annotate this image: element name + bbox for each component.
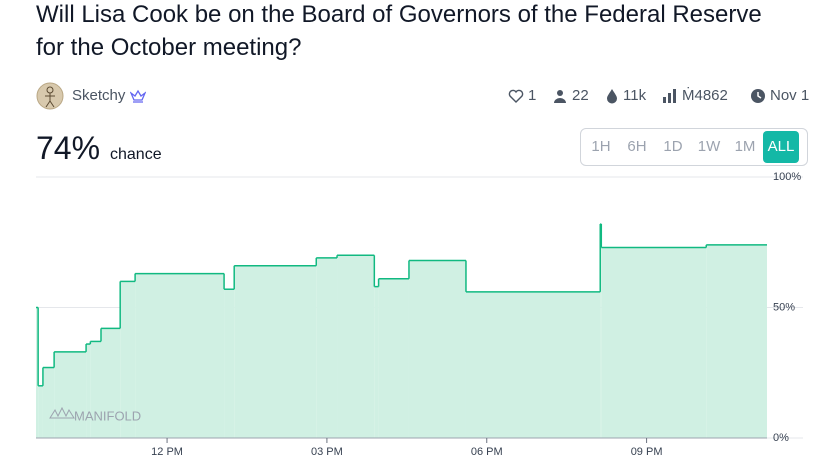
area-segment	[86, 344, 91, 438]
heart-icon	[508, 89, 524, 103]
liquidity: Ṁ4862	[662, 87, 728, 104]
area-segment	[54, 351, 87, 438]
x-tick-label: 03 PM	[311, 446, 343, 458]
time-range-button[interactable]: 1H	[591, 138, 611, 155]
y-tick-label: 50%	[773, 301, 795, 313]
time-range-button[interactable]: 1M	[734, 138, 756, 155]
volume: 11k	[605, 87, 646, 104]
area-segment	[316, 257, 338, 438]
area-segment	[120, 281, 136, 438]
area-segment	[224, 289, 235, 438]
x-tick-label: 06 PM	[471, 446, 503, 458]
y-tick-label: 0%	[773, 432, 789, 444]
area-segment	[378, 278, 409, 438]
probability: 74%	[36, 130, 101, 166]
area-segment	[38, 385, 43, 438]
area-segment	[36, 307, 39, 438]
time-range-button[interactable]: 6H	[627, 138, 647, 155]
area-segment	[90, 341, 102, 438]
area-segment	[408, 260, 466, 438]
volume-value: 11k	[623, 87, 647, 104]
area-segment	[465, 291, 601, 438]
close-date: Nov 1	[750, 87, 809, 104]
time-range-button[interactable]: 1D	[663, 138, 683, 155]
area-segment	[135, 273, 225, 438]
likes[interactable]: 1	[508, 87, 536, 104]
x-tick-label: 12 PM	[151, 446, 183, 458]
market-title: Will Lisa Cook be on the Board of Govern…	[36, 1, 762, 61]
area-segment	[600, 223, 602, 438]
crown-icon	[130, 89, 147, 103]
watermark-logo	[49, 406, 75, 419]
probability-label: chance	[110, 146, 162, 163]
y-tick-label: 100%	[773, 171, 801, 183]
close-value: Nov 1	[770, 87, 810, 104]
creator[interactable]: Sketchy	[72, 87, 147, 104]
watermark: MANIFOLD	[74, 408, 141, 423]
area-segment	[601, 247, 707, 438]
area-segment	[706, 244, 767, 438]
liquidity-value: Ṁ4862	[682, 87, 728, 104]
drop-icon	[607, 88, 617, 103]
traders-count: 22	[572, 87, 589, 104]
area-segment	[337, 255, 375, 438]
likes-count: 1	[528, 87, 537, 104]
area-segment	[42, 367, 55, 438]
area-segment	[101, 328, 121, 438]
time-range-button[interactable]: ALL	[763, 131, 799, 163]
person-icon	[554, 89, 566, 103]
avatar[interactable]	[36, 82, 64, 110]
time-range-button[interactable]: 1W	[697, 138, 721, 155]
time-range-selector: 1H 6H 1D 1W 1M ALL	[580, 128, 808, 166]
area-segment	[374, 286, 379, 438]
clock-icon	[751, 88, 765, 103]
creator-name[interactable]: Sketchy	[72, 87, 126, 104]
x-tick-label: 09 PM	[631, 446, 663, 458]
bars-icon	[663, 88, 676, 103]
area-segment	[234, 265, 317, 438]
traders: 22	[552, 87, 589, 104]
